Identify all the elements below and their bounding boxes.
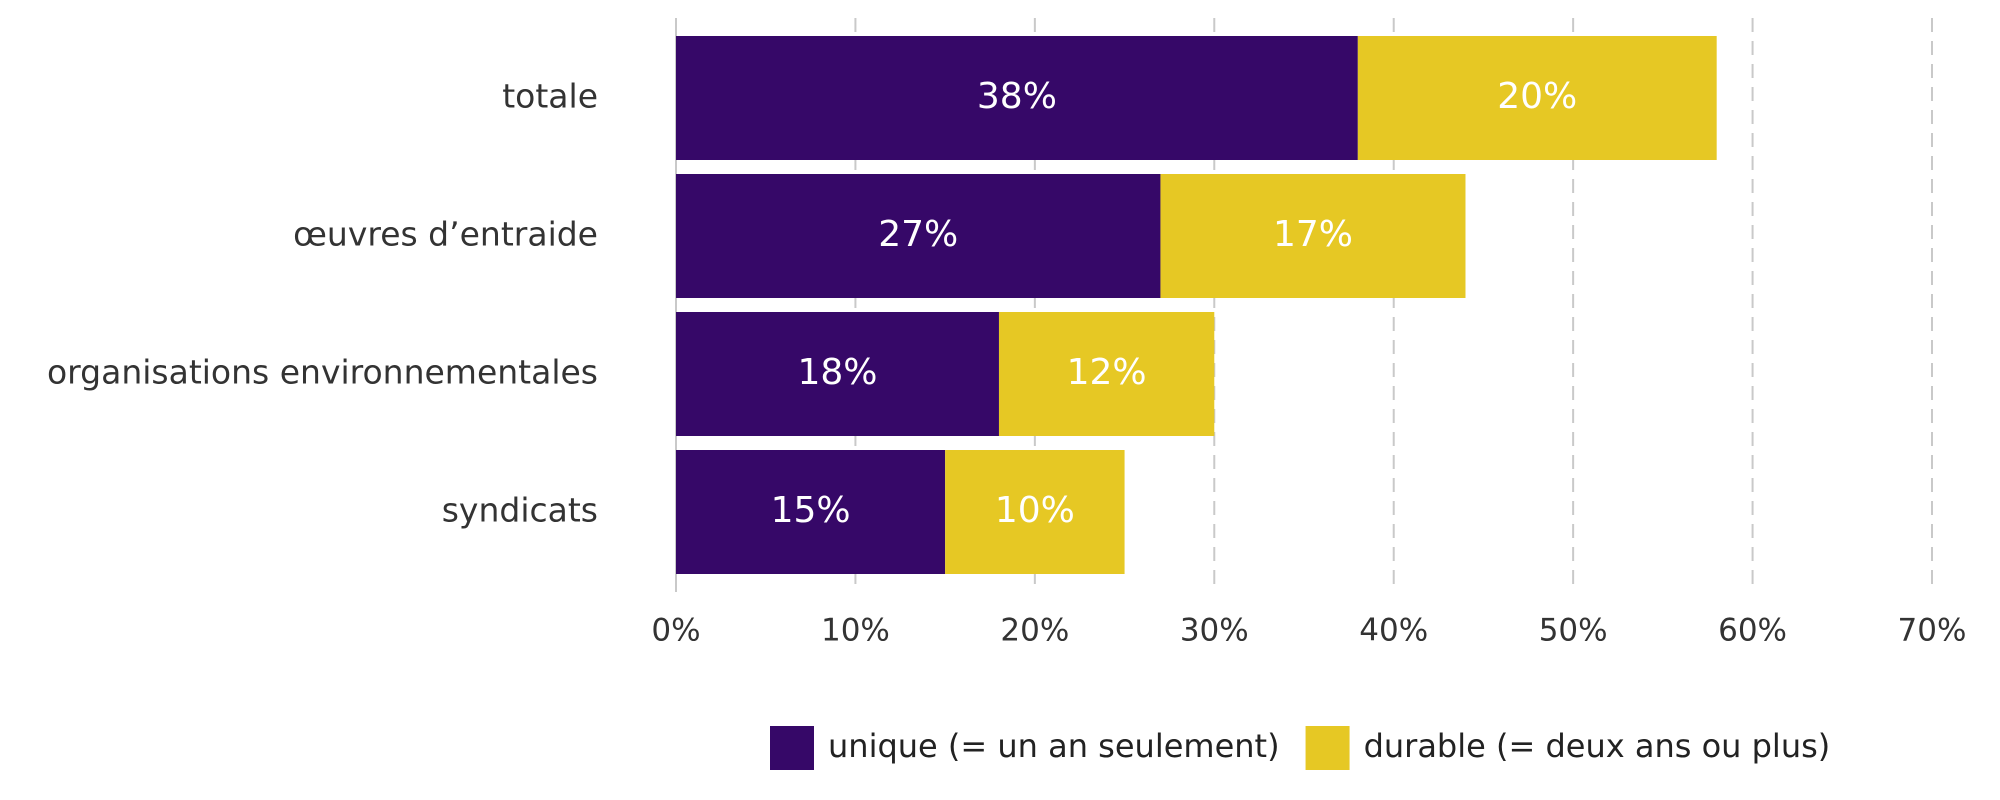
bar-value-label: 17% [1273,214,1353,255]
bar-value-label: 12% [1067,352,1147,393]
bars: 38% 20% 27% 17% 18% 12% 15% 10% [676,36,1717,574]
bar-segment [676,174,1161,298]
x-axis-ticks: 0% 10% 20% 30% 40% 50% 60% 70% [651,613,1966,649]
category-label: organisations environnementales [47,353,598,392]
bar-segment [998,312,1215,436]
bar-segment [676,36,1358,160]
x-tick-label: 0% [651,613,700,649]
x-tick-label: 10% [821,613,890,649]
category-labels: totale œuvres d’entraide organisations env… [47,77,598,530]
bar-segment [945,450,1125,574]
bar-value-label: 38% [977,76,1057,117]
bar-value-label: 27% [878,214,958,255]
x-tick-label: 30% [1180,613,1249,649]
legend: unique (= un an seulement) durable (= deu… [770,726,1830,770]
bar-value-label: 10% [995,490,1075,531]
category-label: totale [502,77,598,116]
x-tick-label: 60% [1718,613,1787,649]
legend-swatch [1305,726,1350,770]
legend-label: durable (= deux ans ou plus) [1364,727,1831,765]
legend-label: unique (= un an seulement) [828,727,1280,765]
bar-value-label: 18% [797,352,877,393]
bar-segment [1357,36,1717,160]
bar-value-label: 15% [771,490,851,531]
legend-swatch [770,726,814,770]
bar-segment [1160,174,1466,298]
category-label: œuvres d’entraide [293,215,598,254]
x-tick-label: 70% [1898,613,1967,649]
category-label: syndicats [442,491,598,530]
bar-segment [676,450,946,574]
bar-value-label: 20% [1497,76,1577,117]
x-tick-label: 20% [1000,613,1069,649]
x-tick-label: 40% [1359,613,1428,649]
bar-segment [676,312,999,436]
x-tick-label: 50% [1539,613,1608,649]
